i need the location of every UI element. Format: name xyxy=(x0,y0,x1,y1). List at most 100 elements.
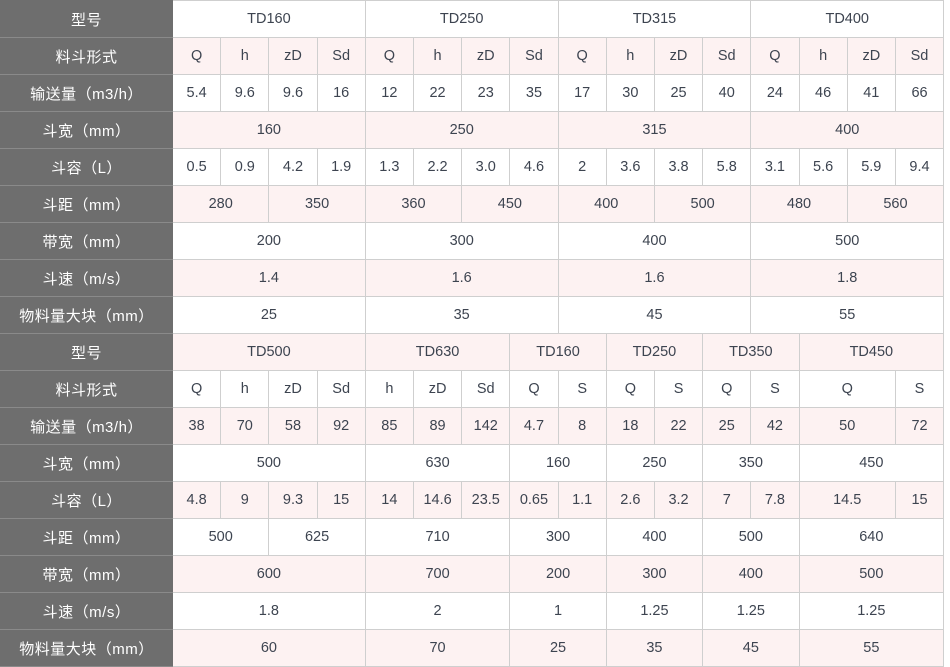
row-hopper-type-1: 料斗形式 Q h zD Sd Q h zD Sd Q h zD Sd Q h z… xyxy=(0,37,945,75)
capacity-cell: 66 xyxy=(894,74,945,112)
capacity-cell: 8 xyxy=(557,407,607,445)
hopper-type-cell: h xyxy=(220,37,270,75)
max-lump-cell: 55 xyxy=(798,629,945,667)
hopper-type-cell: zD xyxy=(268,370,318,408)
capacity-cell: 4.7 xyxy=(509,407,559,445)
row-bucket-volume-1: 斗容（L） 0.5 0.9 4.2 1.9 1.3 2.2 3.0 4.6 2 … xyxy=(0,148,945,186)
row-label-bucket-pitch: 斗距（mm） xyxy=(0,518,173,556)
bucket-volume-cell: 2.2 xyxy=(412,148,463,186)
capacity-cell: 25 xyxy=(702,407,752,445)
capacity-cell: 18 xyxy=(605,407,655,445)
max-lump-cell: 60 xyxy=(172,629,366,667)
bucket-pitch-cell: 560 xyxy=(846,185,945,223)
capacity-cell: 58 xyxy=(268,407,318,445)
row-label-bucket-speed: 斗速（m/s） xyxy=(0,259,173,297)
max-lump-cell: 55 xyxy=(750,296,945,334)
row-bucket-speed-1: 斗速（m/s） 1.4 1.6 1.6 1.8 xyxy=(0,259,945,297)
model-cell: TD160 xyxy=(509,333,607,371)
bucket-volume-cell: 2 xyxy=(557,148,607,186)
row-label-bucket-volume: 斗容（L） xyxy=(0,481,173,519)
bucket-pitch-cell: 400 xyxy=(557,185,655,223)
row-capacity-2: 输送量（m3/h） 38 70 58 92 85 89 142 4.7 8 18… xyxy=(0,407,945,445)
bucket-pitch-cell: 450 xyxy=(461,185,559,223)
capacity-cell: 38 xyxy=(171,407,222,445)
row-bucket-width-2: 斗宽（mm） 500 630 160 250 350 450 xyxy=(0,444,945,482)
hopper-type-cell: Q xyxy=(702,370,752,408)
row-label-capacity: 输送量（m3/h） xyxy=(0,407,173,445)
belt-width-cell: 200 xyxy=(172,222,366,260)
row-label-max-lump: 物料量大块（mm） xyxy=(0,296,173,334)
belt-width-cell: 700 xyxy=(364,555,511,593)
bucket-volume-cell: 23.5 xyxy=(461,481,511,519)
hopper-type-cell: Q xyxy=(557,37,607,75)
hopper-type-cell: Sd xyxy=(702,37,752,75)
belt-width-cell: 500 xyxy=(750,222,945,260)
row-max-lump-1: 物料量大块（mm） 25 35 45 55 xyxy=(0,296,945,334)
model-cell: TD350 xyxy=(702,333,800,371)
bucket-pitch-cell: 640 xyxy=(798,518,945,556)
bucket-speed-cell: 1.4 xyxy=(172,259,366,297)
max-lump-cell: 25 xyxy=(509,629,607,667)
bucket-volume-cell: 4.6 xyxy=(509,148,559,186)
hopper-type-cell: Q xyxy=(171,37,222,75)
hopper-type-cell: h xyxy=(364,370,414,408)
row-hopper-type-2: 料斗形式 Q h zD Sd h zD Sd Q S Q S Q S Q S xyxy=(0,370,945,408)
bucket-pitch-cell: 480 xyxy=(750,185,848,223)
bucket-volume-cell: 4.2 xyxy=(268,148,318,186)
bucket-width-cell: 450 xyxy=(798,444,945,482)
belt-width-cell: 500 xyxy=(798,555,945,593)
bucket-volume-cell: 1.3 xyxy=(364,148,414,186)
max-lump-cell: 25 xyxy=(172,296,366,334)
bucket-speed-cell: 1 xyxy=(509,592,607,630)
bucket-pitch-cell: 300 xyxy=(509,518,607,556)
capacity-cell: 9.6 xyxy=(220,74,270,112)
bucket-volume-cell: 14.6 xyxy=(412,481,463,519)
row-belt-width-1: 带宽（mm） 200 300 400 500 xyxy=(0,222,945,260)
bucket-volume-cell: 7.8 xyxy=(750,481,800,519)
hopper-type-cell: S xyxy=(653,370,704,408)
bucket-volume-cell: 9.4 xyxy=(894,148,945,186)
hopper-type-cell: zD xyxy=(846,37,896,75)
bucket-volume-cell: 0.9 xyxy=(220,148,270,186)
bucket-pitch-cell: 360 xyxy=(364,185,463,223)
capacity-cell: 42 xyxy=(750,407,800,445)
row-label-hopper-type: 料斗形式 xyxy=(0,370,173,408)
capacity-cell: 25 xyxy=(653,74,704,112)
hopper-type-cell: h xyxy=(220,370,270,408)
max-lump-cell: 70 xyxy=(364,629,511,667)
hopper-type-cell: Q xyxy=(605,370,655,408)
row-max-lump-2: 物料量大块（mm） 60 70 25 35 45 55 xyxy=(0,629,945,667)
bucket-volume-cell: 3.0 xyxy=(461,148,511,186)
bucket-width-cell: 160 xyxy=(172,111,366,149)
hopper-type-cell: S xyxy=(750,370,800,408)
capacity-cell: 46 xyxy=(798,74,848,112)
row-label-max-lump: 物料量大块（mm） xyxy=(0,629,173,667)
capacity-cell: 9.6 xyxy=(268,74,318,112)
bucket-volume-cell: 3.2 xyxy=(653,481,704,519)
bucket-speed-cell: 2 xyxy=(364,592,511,630)
capacity-cell: 40 xyxy=(702,74,752,112)
bucket-speed-cell: 1.25 xyxy=(605,592,704,630)
bucket-volume-cell: 5.6 xyxy=(798,148,848,186)
model-cell: TD450 xyxy=(798,333,945,371)
capacity-cell: 35 xyxy=(509,74,559,112)
row-label-belt-width: 带宽（mm） xyxy=(0,222,173,260)
max-lump-cell: 35 xyxy=(605,629,704,667)
row-bucket-volume-2: 斗容（L） 4.8 9 9.3 15 14 14.6 23.5 0.65 1.1… xyxy=(0,481,945,519)
row-label-bucket-width: 斗宽（mm） xyxy=(0,111,173,149)
bucket-pitch-cell: 625 xyxy=(268,518,366,556)
bucket-volume-cell: 1.9 xyxy=(316,148,366,186)
bucket-speed-cell: 1.25 xyxy=(798,592,945,630)
hopper-type-cell: Sd xyxy=(316,37,366,75)
capacity-cell: 89 xyxy=(412,407,463,445)
bucket-pitch-cell: 280 xyxy=(171,185,270,223)
bucket-volume-cell: 5.8 xyxy=(702,148,752,186)
max-lump-cell: 45 xyxy=(557,296,752,334)
bucket-width-cell: 630 xyxy=(364,444,511,482)
row-label-capacity: 输送量（m3/h） xyxy=(0,74,173,112)
capacity-cell: 24 xyxy=(750,74,800,112)
bucket-volume-cell: 3.6 xyxy=(605,148,655,186)
capacity-cell: 92 xyxy=(316,407,366,445)
capacity-cell: 16 xyxy=(316,74,366,112)
